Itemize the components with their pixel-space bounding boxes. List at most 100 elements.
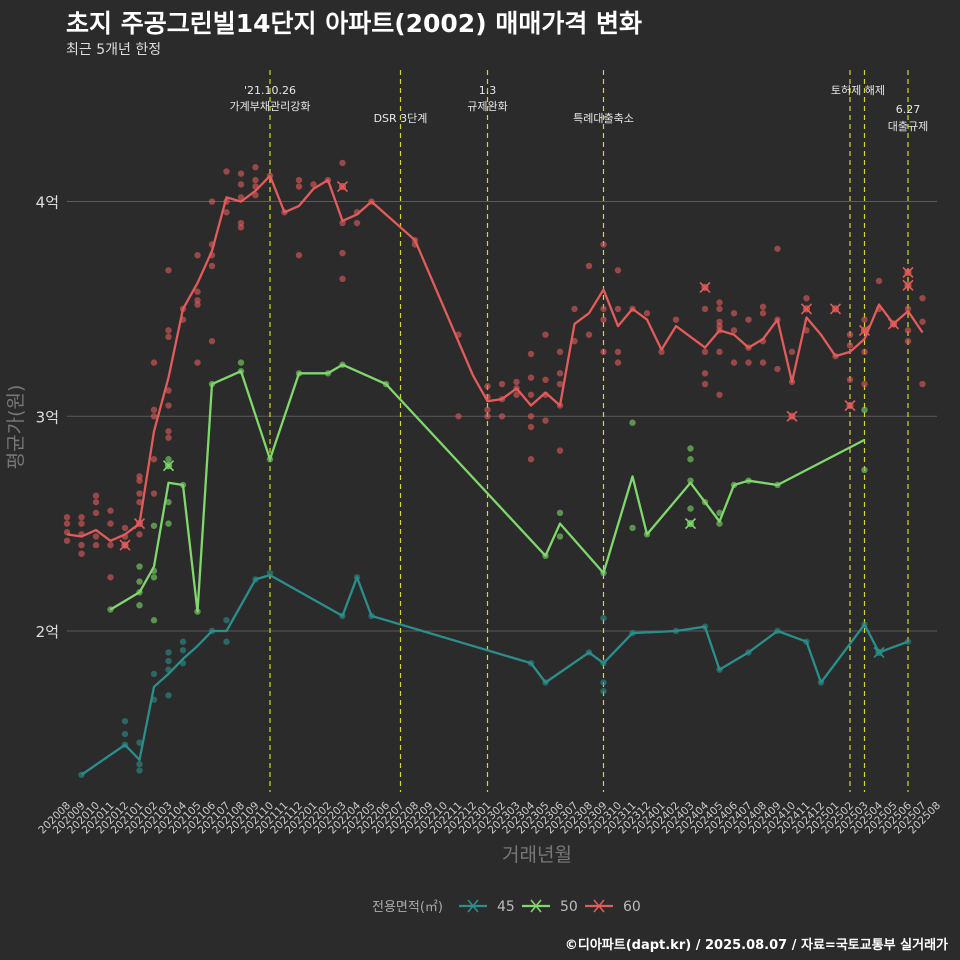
cancelled-marker	[902, 279, 914, 291]
data-point	[136, 602, 143, 609]
data-point	[484, 413, 491, 420]
data-point	[716, 318, 723, 325]
data-point	[716, 520, 723, 527]
data-point	[527, 413, 535, 420]
cancelled-marker	[844, 399, 856, 412]
data-point	[919, 380, 926, 388]
data-point	[92, 533, 100, 540]
data-point	[687, 445, 694, 452]
data-point	[237, 170, 245, 177]
data-point	[150, 413, 158, 420]
data-point	[484, 383, 491, 390]
data-point	[614, 348, 622, 356]
cancelled-marker	[133, 518, 146, 530]
data-point	[600, 348, 607, 356]
data-point	[658, 348, 665, 356]
legend-label: 50	[560, 899, 578, 915]
data-point	[165, 498, 172, 506]
data-point	[78, 520, 85, 527]
data-point	[78, 513, 85, 521]
data-point	[614, 305, 622, 313]
data-point	[701, 370, 709, 377]
data-point	[701, 348, 709, 356]
data-point	[846, 376, 854, 383]
data-point	[861, 380, 868, 388]
cancelled-marker	[119, 539, 131, 551]
event-label: 6.27	[896, 103, 921, 116]
data-point	[136, 531, 143, 538]
data-point	[165, 402, 172, 409]
data-point	[223, 168, 230, 175]
data-point	[875, 277, 883, 285]
y-tick-label: 4억	[36, 194, 59, 212]
legend-title: 전용면적(㎡)	[372, 900, 443, 915]
y-tick-label: 2억	[36, 623, 59, 641]
legend-key-marker	[467, 899, 479, 913]
data-point	[136, 563, 143, 570]
data-point	[107, 520, 114, 527]
data-point	[136, 498, 143, 506]
series-60	[63, 159, 926, 581]
data-point	[136, 767, 143, 774]
data-point	[687, 505, 694, 512]
data-point	[716, 391, 723, 398]
data-point	[150, 490, 158, 497]
data-point	[542, 376, 549, 383]
cancelled-marker	[858, 324, 871, 336]
data-point	[556, 380, 564, 388]
data-point	[571, 305, 578, 313]
data-point	[730, 327, 738, 334]
event-label: 대출규제	[888, 120, 928, 133]
data-point	[585, 262, 593, 270]
event-label: 토허제 해제	[831, 83, 885, 97]
data-point	[92, 541, 100, 549]
data-point	[165, 434, 172, 441]
data-point	[846, 342, 854, 349]
data-point	[629, 419, 636, 426]
data-point	[194, 288, 201, 295]
cancelled-marker	[786, 410, 798, 422]
data-point	[600, 614, 607, 622]
cancelled-marker	[887, 318, 900, 330]
event-label: 규제완화	[467, 100, 507, 113]
data-point	[861, 406, 868, 414]
data-point	[208, 337, 216, 345]
series-45	[78, 569, 912, 779]
data-point	[919, 294, 926, 302]
data-point	[121, 730, 129, 738]
data-point	[194, 297, 201, 304]
data-point	[498, 380, 506, 388]
y-tick-label: 3억	[36, 408, 59, 426]
data-point	[237, 359, 245, 366]
series-line	[80, 573, 909, 776]
data-point	[165, 520, 172, 527]
data-point	[150, 456, 158, 463]
data-point	[629, 524, 636, 532]
data-point	[194, 359, 201, 366]
data-point	[179, 647, 187, 654]
data-point	[107, 574, 114, 581]
event-label: DSR 3단계	[374, 112, 428, 125]
event-label: 가계부채관리강화	[230, 100, 311, 113]
data-point	[861, 316, 868, 323]
data-point	[556, 370, 564, 377]
data-point	[150, 406, 158, 414]
data-point	[498, 413, 506, 420]
data-point	[165, 456, 172, 463]
event-label: '21.10.26	[244, 84, 296, 97]
data-point	[165, 692, 172, 699]
data-point	[165, 657, 172, 665]
data-point	[614, 359, 622, 366]
data-point	[136, 578, 143, 585]
data-point	[136, 473, 143, 480]
data-point	[150, 574, 158, 581]
data-point	[745, 359, 752, 366]
data-point	[803, 294, 810, 302]
data-point	[484, 406, 491, 414]
data-point	[339, 159, 346, 167]
data-point	[223, 209, 230, 216]
data-point	[150, 617, 158, 624]
data-point	[571, 337, 578, 345]
data-point	[136, 760, 143, 768]
data-point	[223, 638, 230, 645]
